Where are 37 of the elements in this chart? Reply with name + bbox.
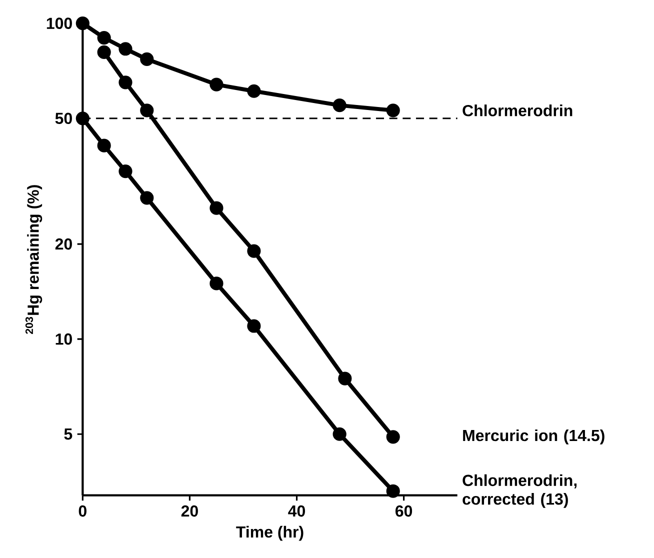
point <box>210 78 224 92</box>
text: Chlormerodrin, corrected (13) <box>462 474 577 508</box>
point <box>76 16 90 30</box>
point <box>386 430 400 444</box>
text: Mercuric ion (14.5) <box>463 429 604 444</box>
x-tick-label: 20 <box>181 505 198 517</box>
y-tick-label: 100 <box>46 18 72 29</box>
x-tick-label: 0 <box>78 505 86 517</box>
point <box>247 319 261 333</box>
point <box>140 191 154 205</box>
point <box>140 104 154 118</box>
x-tick-label: 60 <box>395 505 412 517</box>
text: Chlormerodrin <box>462 104 572 116</box>
y-tick-label: 20 <box>55 238 72 250</box>
point <box>97 30 111 45</box>
y-tick-label: 50 <box>55 112 72 124</box>
point <box>247 244 261 258</box>
y-tick-label: 5 <box>64 428 72 440</box>
point <box>97 45 111 60</box>
point <box>210 276 224 290</box>
point <box>118 76 132 90</box>
point <box>386 104 400 118</box>
point <box>97 138 111 152</box>
point <box>210 201 224 215</box>
point <box>338 372 352 386</box>
point <box>76 112 90 126</box>
x-tick-label: 40 <box>288 505 305 517</box>
y-tick-label: 10 <box>56 333 72 345</box>
x-axis-title: Time (hr) <box>236 526 304 541</box>
point <box>332 427 346 441</box>
point <box>118 42 132 56</box>
point <box>386 484 400 498</box>
point <box>332 98 346 112</box>
point <box>118 164 132 178</box>
point <box>247 84 261 98</box>
point <box>140 52 154 66</box>
y-axis-title: $^{203}$Hg remaining (%) <box>25 185 42 334</box>
